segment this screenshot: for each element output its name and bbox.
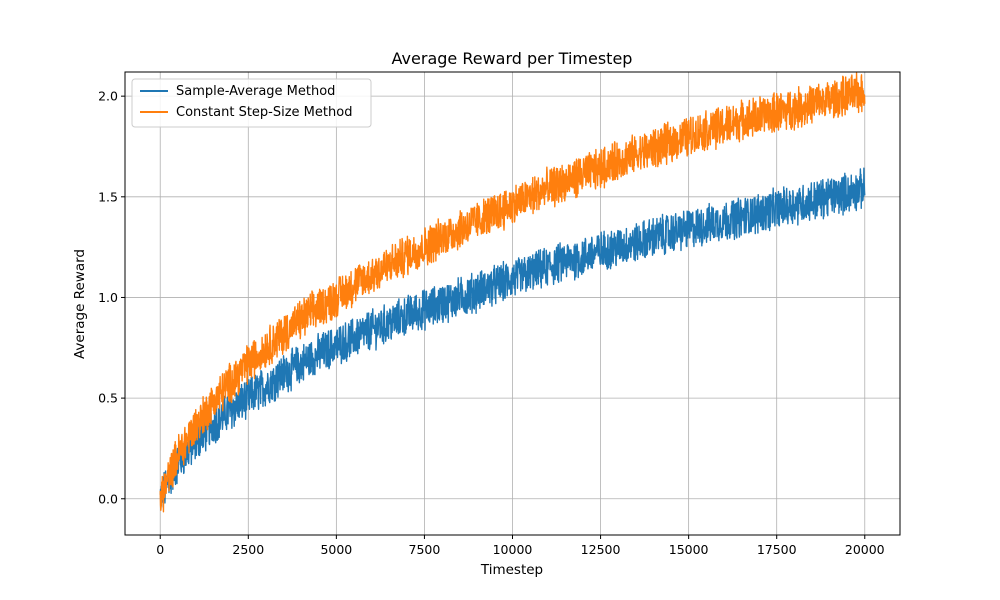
series-layer xyxy=(159,72,866,513)
x-axis-label: Timestep xyxy=(480,562,543,578)
y-tick-label: 2.0 xyxy=(98,89,118,104)
y-tick-label: 0.5 xyxy=(98,391,118,406)
legend-label-constant-step: Constant Step-Size Method xyxy=(176,105,352,120)
y-axis-label: Average Reward xyxy=(72,249,88,359)
y-tick-label: 1.0 xyxy=(98,290,118,305)
legend-box xyxy=(131,78,372,128)
x-tick-label: 0 xyxy=(156,542,164,557)
x-tick-label: 2500 xyxy=(232,542,264,557)
ticks: 0 2500 5000 7500 10000 12500 15000 17500 20000 0.… xyxy=(98,89,885,557)
series-line-constant-step-size xyxy=(159,72,866,513)
chart-title: Average Reward per Timestep xyxy=(392,49,633,68)
x-tick-label: 17500 xyxy=(757,542,797,557)
y-tick-label: 1.5 xyxy=(98,189,118,204)
x-tick-label: 12500 xyxy=(581,542,621,557)
x-tick-label: 20000 xyxy=(845,542,885,557)
legend-label-sample-average: Sample-Average Method xyxy=(176,84,335,99)
x-tick-label: 7500 xyxy=(409,542,441,557)
y-tick-label: 0.0 xyxy=(98,491,118,506)
legend: Sample-Average Method Constant Step-Size… xyxy=(131,78,372,128)
x-tick-label: 5000 xyxy=(320,542,352,557)
series-line-sample-average xyxy=(159,167,866,508)
x-tick-label: 10000 xyxy=(493,542,533,557)
x-tick-label: 15000 xyxy=(669,542,709,557)
